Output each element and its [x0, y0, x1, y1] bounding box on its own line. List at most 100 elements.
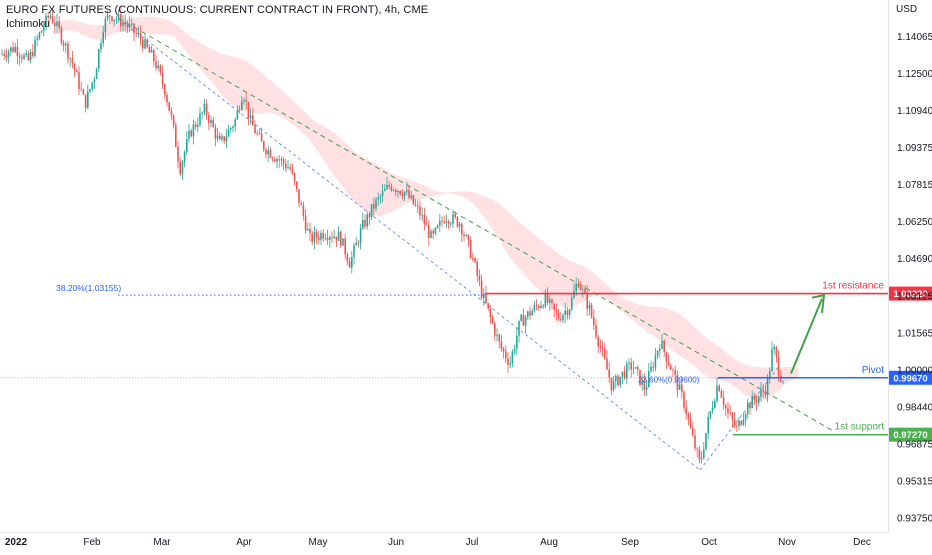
- candle-body: [164, 84, 166, 96]
- candle-body: [617, 375, 619, 386]
- candle-body: [601, 347, 604, 350]
- cloud-segment: [666, 308, 672, 350]
- candle-body: [247, 101, 250, 119]
- candle-body: [203, 103, 206, 113]
- candle-body: [157, 65, 159, 69]
- candle-body: [267, 149, 269, 155]
- cloud-segment: [672, 310, 678, 355]
- candle-body: [375, 199, 377, 209]
- candle-body: [597, 336, 599, 347]
- candle-body: [529, 311, 531, 316]
- candle-body: [71, 58, 74, 64]
- candle-body: [414, 204, 417, 206]
- candle-body: [60, 28, 63, 43]
- candle-body: [106, 15, 109, 19]
- candle-body: [401, 194, 404, 197]
- cloud-segment: [348, 145, 354, 202]
- level-badge: [889, 370, 932, 385]
- cloud-segment: [234, 56, 240, 111]
- candle-body: [472, 257, 474, 259]
- y-tick-label: 1.12500: [897, 69, 932, 80]
- cloud-segment: [66, 20, 72, 31]
- candle-body: [524, 317, 527, 326]
- candle-body: [681, 384, 683, 393]
- y-tick-label: 1.07815: [897, 180, 932, 191]
- candle-body: [584, 289, 586, 293]
- candle-body: [133, 23, 135, 34]
- chart-title: EURO FX FUTURES (CONTINUOUS: CURRENT CON…: [6, 4, 429, 16]
- cloud-segment: [726, 351, 732, 385]
- cloud-segment: [174, 22, 180, 44]
- candle-body: [93, 78, 96, 83]
- candle-body: [498, 334, 500, 342]
- candle-body: [705, 433, 707, 450]
- candle-body: [392, 190, 395, 191]
- blue-trendline-upper: [699, 364, 781, 471]
- candle-body: [76, 70, 78, 73]
- candle-body: [159, 65, 162, 73]
- candle-body: [258, 133, 261, 135]
- cloud-segment: [456, 191, 462, 196]
- cloud-segment: [246, 60, 252, 114]
- candle-body: [234, 119, 236, 127]
- candle-body: [557, 313, 560, 320]
- candle-body: [755, 400, 758, 403]
- candle-body: [381, 191, 384, 197]
- candle-body: [205, 103, 208, 116]
- candle-body: [700, 458, 703, 460]
- ichimoku-cloud: [60, 16, 798, 401]
- x-tick-label: May: [309, 537, 328, 548]
- cloud-segment: [330, 129, 336, 179]
- x-tick-label: Jul: [466, 537, 479, 548]
- candle-body: [731, 413, 734, 420]
- level-badge: [889, 286, 932, 301]
- candle-body: [531, 310, 533, 316]
- candle-body: [764, 391, 767, 395]
- candle-body: [115, 19, 118, 20]
- cloud-segment: [162, 18, 168, 35]
- candle-body: [29, 51, 32, 61]
- candle-body: [634, 367, 637, 369]
- cloud-segment: [450, 191, 456, 195]
- cloud-segment: [714, 342, 720, 381]
- cloud-segment: [270, 80, 276, 115]
- cloud-segment: [546, 243, 552, 302]
- cloud-segment: [210, 48, 216, 88]
- cloud-segment: [432, 189, 438, 197]
- candle-body: [452, 214, 454, 224]
- cloud-segment: [180, 27, 186, 52]
- candle-body: [630, 362, 632, 370]
- cloud-segment: [150, 16, 156, 35]
- cloud-segment: [72, 20, 78, 33]
- candle-body: [153, 50, 155, 62]
- candle-body: [399, 190, 401, 195]
- candle-body: [672, 369, 674, 371]
- cloud-segment: [90, 24, 96, 40]
- cloud-segment: [192, 37, 198, 67]
- candle-body: [777, 356, 780, 376]
- candle-body: [3, 53, 5, 56]
- candle-body: [428, 225, 430, 238]
- candle-body: [749, 402, 751, 409]
- candle-body: [419, 206, 421, 216]
- candle-body: [139, 33, 142, 40]
- y-tick-label: 1.09375: [897, 143, 932, 154]
- candle-body: [395, 190, 397, 193]
- cloud-segment: [378, 165, 384, 216]
- cloud-segment: [654, 306, 660, 341]
- candle-body: [276, 159, 278, 162]
- candle-body: [324, 237, 327, 239]
- candle-body: [661, 340, 663, 349]
- candle-body: [511, 351, 514, 364]
- candle-body: [221, 136, 223, 140]
- candle-body: [170, 110, 173, 116]
- candle-body: [337, 231, 340, 241]
- candle-body: [313, 232, 316, 243]
- candle-body: [480, 280, 483, 298]
- cloud-segment: [540, 239, 546, 297]
- candle-body: [496, 334, 498, 336]
- candle-body: [610, 377, 613, 391]
